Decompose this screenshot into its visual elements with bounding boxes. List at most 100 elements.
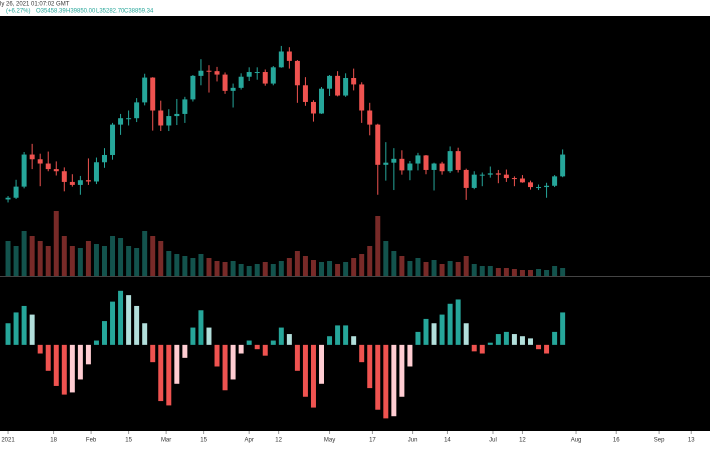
- histogram-bar: [222, 344, 228, 391]
- volume-bar: [85, 241, 91, 276]
- histogram-bar: [198, 310, 204, 345]
- histogram-bar: [487, 342, 493, 345]
- volume-bar: [150, 236, 156, 276]
- volume-bar: [222, 262, 228, 276]
- candle-body: [351, 78, 357, 85]
- header-low: L35282.70: [96, 9, 125, 15]
- histogram-bar: [5, 323, 11, 345]
- volume-bar: [206, 258, 212, 276]
- histogram-bar: [351, 336, 357, 345]
- histogram-bar: [69, 344, 75, 393]
- volume-bar: [77, 248, 83, 276]
- histogram-bar: [166, 344, 172, 406]
- volume-bar: [439, 264, 445, 276]
- candle-body: [479, 174, 485, 176]
- x-tick-label: Jul: [489, 438, 497, 444]
- histogram-bar: [262, 344, 268, 356]
- candle-body: [126, 118, 132, 120]
- candle-body: [302, 85, 308, 102]
- volume-bar: [37, 241, 43, 276]
- histogram-bar: [37, 344, 43, 354]
- candle-body: [415, 155, 421, 164]
- volume-bar: [495, 268, 501, 276]
- volume-bar: [61, 236, 67, 276]
- histogram-bar: [93, 340, 99, 345]
- histogram-bar: [29, 314, 35, 345]
- histogram-bar: [536, 344, 542, 350]
- candle-body: [359, 84, 365, 111]
- x-tick-label: 17: [369, 438, 376, 444]
- histogram-bar: [53, 344, 59, 386]
- candle-body: [110, 124, 116, 155]
- volume-bar: [126, 246, 132, 276]
- volume-bar: [399, 256, 405, 276]
- candle-body: [174, 113, 180, 117]
- candle-body: [198, 70, 204, 76]
- x-tick-label: 15: [200, 438, 207, 444]
- volume-bar: [134, 248, 140, 276]
- volume-bar: [351, 258, 357, 276]
- candle-body: [544, 185, 550, 188]
- volume-bar: [455, 262, 461, 276]
- candle-body: [93, 162, 99, 182]
- histogram-bar: [294, 344, 300, 371]
- histogram-bar: [158, 344, 164, 402]
- chart-background: [0, 16, 710, 431]
- histogram-bar: [254, 344, 260, 350]
- histogram-bar: [431, 323, 437, 345]
- volume-bar: [254, 264, 260, 276]
- histogram-bar: [85, 344, 91, 365]
- volume-bar: [101, 246, 107, 276]
- histogram-bar: [190, 327, 196, 345]
- histogram-bar: [278, 327, 284, 345]
- candle-body: [319, 88, 325, 114]
- candle-body: [294, 60, 300, 86]
- candle-body: [77, 180, 83, 185]
- volume-bar: [21, 231, 27, 276]
- histogram-bar: [367, 344, 373, 389]
- x-tick-label: 12: [275, 438, 282, 444]
- histogram-bar: [335, 325, 341, 345]
- volume-bar: [367, 246, 373, 276]
- candle-body: [262, 72, 268, 84]
- histogram-bar: [319, 344, 325, 384]
- candle-body: [439, 163, 445, 172]
- candle-body: [407, 163, 413, 171]
- volume-bar: [560, 268, 566, 276]
- volume-bar: [182, 256, 188, 276]
- histogram-bar: [142, 323, 148, 345]
- volume-bar: [198, 254, 204, 276]
- volume-bar: [343, 262, 349, 276]
- candle-body: [327, 75, 333, 89]
- x-tick-label: 14: [444, 438, 451, 444]
- histogram-bar: [391, 344, 397, 417]
- histogram-bar: [214, 344, 220, 367]
- volume-bar: [286, 258, 292, 276]
- histogram-bar: [399, 344, 405, 397]
- volume-bar: [158, 241, 164, 276]
- histogram-bar: [286, 334, 292, 345]
- candle-body: [503, 174, 509, 179]
- volume-bar: [45, 246, 51, 276]
- x-tick-label: 2021: [1, 438, 15, 444]
- candle-body: [69, 181, 75, 185]
- volume-bar: [544, 270, 550, 276]
- x-tick-label: 15: [125, 438, 132, 444]
- volume-bar: [278, 261, 284, 276]
- volume-bar: [262, 262, 268, 276]
- candle-body: [527, 182, 533, 188]
- volume-bar: [511, 269, 517, 276]
- x-tick-label: 16: [613, 438, 620, 444]
- candle-body: [21, 154, 27, 187]
- volume-bar: [13, 246, 19, 276]
- histogram-bar: [45, 344, 51, 371]
- candle-body: [134, 102, 140, 119]
- candle-body: [166, 116, 172, 126]
- histogram-bar: [375, 344, 381, 410]
- histogram-bar: [246, 340, 252, 345]
- x-tick-label: Sep: [654, 438, 665, 444]
- histogram-bar: [527, 338, 533, 345]
- volume-bar: [142, 231, 148, 276]
- candle-body: [423, 155, 429, 170]
